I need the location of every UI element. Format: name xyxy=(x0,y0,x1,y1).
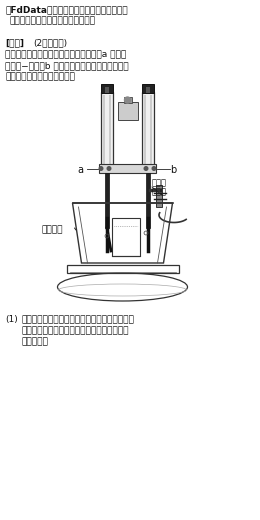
Circle shape xyxy=(144,167,148,171)
Circle shape xyxy=(125,97,131,103)
Text: ピンチ: ピンチ xyxy=(152,178,167,187)
Bar xyxy=(105,87,109,93)
Text: を行った。各問いに答えよ。: を行った。各問いに答えよ。 xyxy=(5,72,75,81)
Bar xyxy=(150,95,152,169)
Bar xyxy=(99,164,156,173)
Bar xyxy=(144,95,146,169)
Bar xyxy=(124,97,132,103)
Text: ビーカー: ビーカー xyxy=(42,225,63,234)
Bar xyxy=(142,84,154,93)
Bar xyxy=(112,218,140,256)
Text: ［水の電気分解：実験の操作方法］: ［水の電気分解：実験の操作方法］ xyxy=(10,16,96,25)
Text: コック: コック xyxy=(152,187,167,196)
Text: 装置の−極に，b は＋極につなぎ，水の電気分解: 装置の−極に，b は＋極につなぎ，水の電気分解 xyxy=(5,61,129,70)
Bar xyxy=(146,87,150,93)
Bar xyxy=(109,95,111,169)
Text: [問題]: [問題] xyxy=(5,38,24,47)
Bar xyxy=(118,102,138,120)
Bar xyxy=(156,185,162,207)
Bar xyxy=(101,84,113,93)
Text: 》FdData中間期末：中学理科２年：分解》: 》FdData中間期末：中学理科２年：分解》 xyxy=(5,5,128,14)
Bar xyxy=(146,173,150,228)
Text: (2学期期末): (2学期期末) xyxy=(33,38,67,47)
Text: 電気分解する水には，あらかじめ水酸化ナト: 電気分解する水には，あらかじめ水酸化ナト xyxy=(22,315,135,324)
Text: b: b xyxy=(170,165,176,175)
FancyBboxPatch shape xyxy=(142,92,154,172)
Text: a: a xyxy=(77,165,83,175)
Text: リウムをとかしておくが，その理由を簡単に: リウムをとかしておくが，その理由を簡単に xyxy=(22,326,129,335)
Bar xyxy=(103,95,105,169)
Circle shape xyxy=(107,167,111,171)
Circle shape xyxy=(99,167,103,171)
Text: 次の図のような電気分解装置を使い，a は電源: 次の図のような電気分解装置を使い，a は電源 xyxy=(5,50,126,59)
Circle shape xyxy=(152,167,156,171)
FancyBboxPatch shape xyxy=(101,92,113,172)
Text: (1): (1) xyxy=(5,315,18,324)
Bar xyxy=(67,265,179,273)
Bar xyxy=(105,173,109,228)
Text: 説明せよ。: 説明せよ。 xyxy=(22,337,49,346)
